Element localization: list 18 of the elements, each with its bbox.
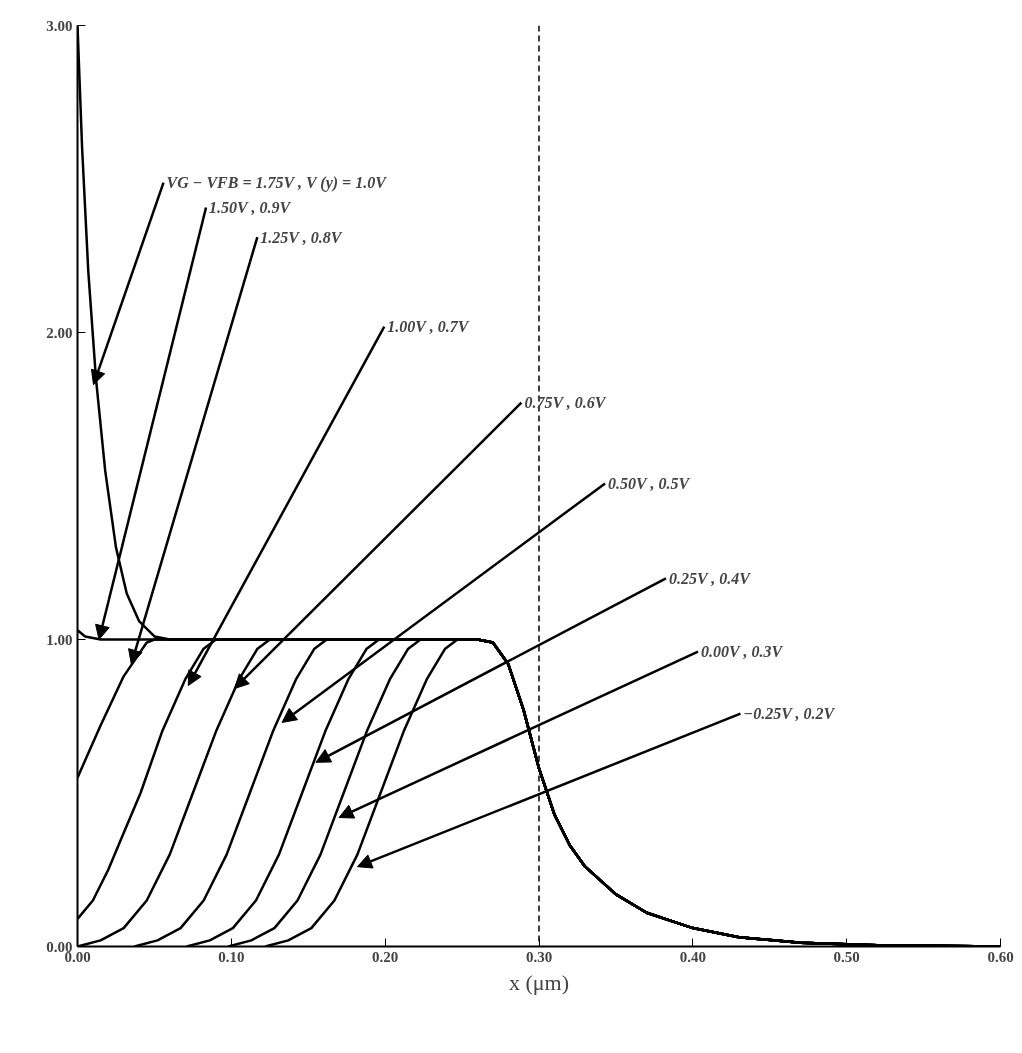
annotation: 0.00V , 0.3V xyxy=(701,643,784,661)
x-tick-label: 0.50 xyxy=(833,948,860,965)
annotation: −0.25V , 0.2V xyxy=(743,705,836,723)
annotation: 1.25V , 0.8V xyxy=(260,228,343,246)
annotation: 0.50V , 0.5V xyxy=(608,474,691,492)
x-axis-title: x (μm) xyxy=(508,969,570,995)
x-tick-label: 0.30 xyxy=(525,948,553,965)
y-tick-label: 1.00 xyxy=(46,631,73,648)
annotation: 0.25V , 0.4V xyxy=(668,569,752,587)
annotation: VG − VFB = 1.75V , V (y) = 1.0V xyxy=(166,174,388,193)
x-tick-label: 0.10 xyxy=(218,948,245,965)
y-tick-label: 2.00 xyxy=(46,324,73,341)
x-tick-label: 0.20 xyxy=(372,948,399,965)
x-tick-label: 0.60 xyxy=(987,948,1014,965)
x-tick-label: 0.40 xyxy=(679,948,706,965)
annotation: 1.00V , 0.7V xyxy=(387,318,470,336)
y-tick-label: 3.00 xyxy=(46,17,73,34)
annotation: 1.50V , 0.9V xyxy=(209,199,292,216)
